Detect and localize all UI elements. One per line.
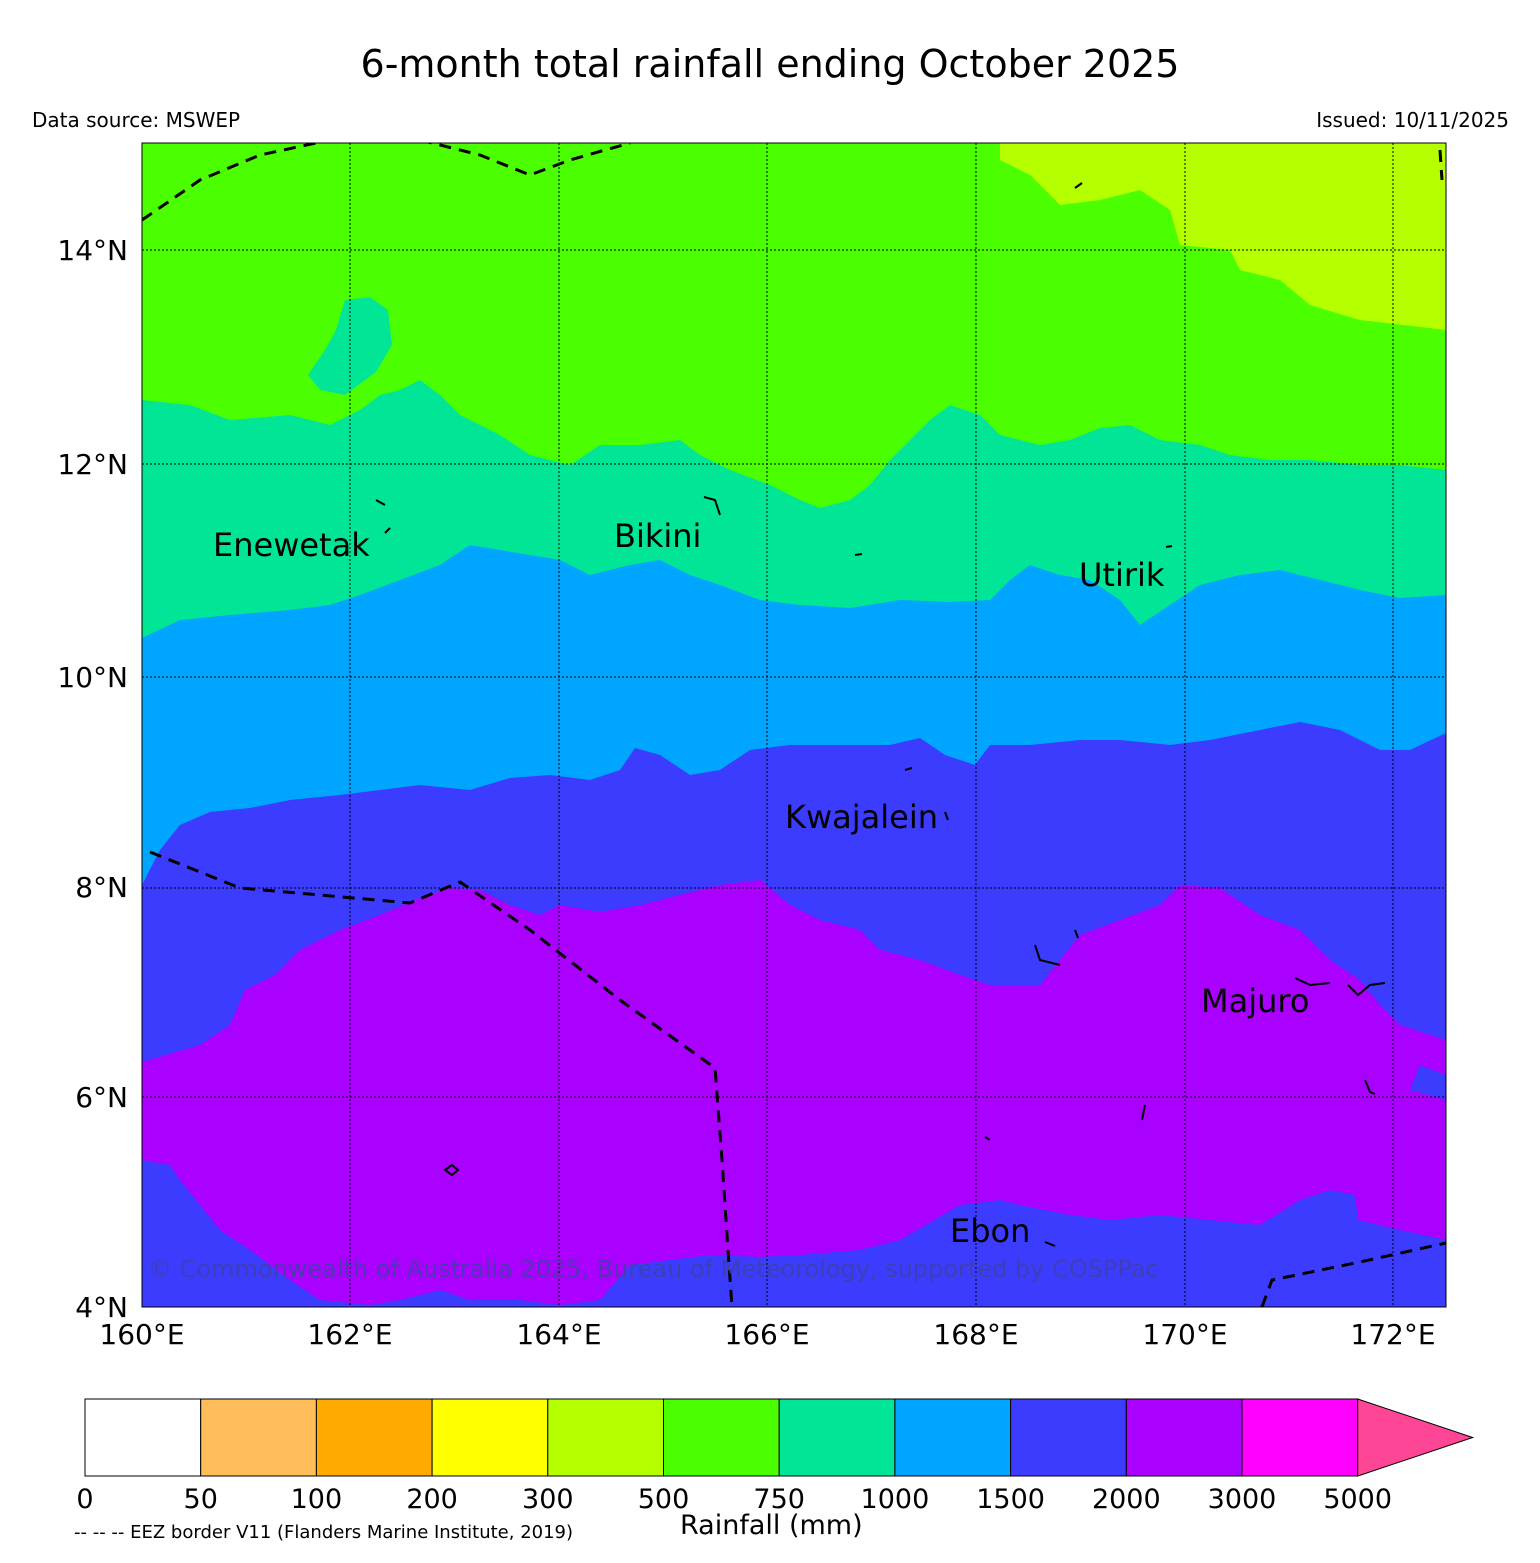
colorbar-extend-arrow	[1357, 1398, 1475, 1477]
colorbar-swatch	[200, 1398, 317, 1477]
issued-date-label: Issued: 10/11/2025	[1316, 108, 1509, 132]
lon-label: 160°E	[99, 1318, 184, 1351]
band-750-1000-north-patch	[308, 297, 392, 395]
islands	[375, 182, 1386, 1247]
colorbar-swatch	[547, 1398, 664, 1477]
lat-label: 12°N	[57, 448, 128, 481]
place-label-majuro: Majuro	[1201, 982, 1309, 1020]
data-source-label: Data source: MSWEP	[32, 108, 241, 132]
colorbar-tick-label: 300	[522, 1484, 574, 1515]
place-label-kwajalein: Kwajalein	[785, 798, 938, 836]
chart-title: 6-month total rainfall ending October 20…	[360, 42, 1180, 86]
lat-label: 4°N	[75, 1291, 128, 1324]
band-2000-3000	[142, 880, 1446, 1305]
lat-label: 8°N	[75, 871, 128, 904]
eez-border	[142, 143, 1446, 1307]
colorbar-tick-label: 100	[291, 1484, 343, 1515]
map-frame	[141, 142, 1447, 1308]
colorbar-tick-label: 50	[184, 1484, 218, 1515]
lon-label: 162°E	[307, 1318, 392, 1351]
lon-label: 170°E	[1142, 1318, 1227, 1351]
colorbar-swatch	[1241, 1398, 1359, 1477]
lat-label: 14°N	[57, 234, 128, 267]
legend-title: Rainfall (mm)	[680, 1510, 863, 1541]
place-label-utirik: Utirik	[1079, 556, 1165, 594]
lat-label: 6°N	[75, 1081, 128, 1114]
place-label-ebon: Ebon	[950, 1212, 1030, 1250]
colorbar-swatch	[778, 1398, 896, 1477]
colorbar-tick-label: 0	[76, 1484, 93, 1515]
lon-label: 168°E	[933, 1318, 1018, 1351]
lon-label: 166°E	[724, 1318, 809, 1351]
colorbar-swatch	[1125, 1398, 1243, 1477]
colorbar-tick-label: 200	[406, 1484, 458, 1515]
colorbar-tick-label: 500	[638, 1484, 690, 1515]
colorbar-tick-label: 5000	[1323, 1484, 1392, 1515]
colorbar-tick-label: 1500	[976, 1484, 1045, 1515]
copyright-watermark: © Commonwealth of Australia 2025, Bureau…	[148, 1255, 1159, 1283]
colorbar	[84, 1398, 1475, 1477]
eez-border-note: -- -- -- EEZ border V11 (Flanders Marine…	[74, 1522, 574, 1543]
colorbar-swatch	[1010, 1398, 1127, 1477]
map-grid	[142, 143, 1446, 1307]
colorbar-tick-label: 3000	[1208, 1484, 1277, 1515]
colorbar-swatch	[894, 1398, 1012, 1477]
colorbar-tick-labels: 0 50 100 200 300 500 750 1000 1500 2000 3000 5000	[76, 1484, 1392, 1515]
place-label-enewetak: Enewetak	[213, 526, 370, 564]
lon-label: 164°E	[516, 1318, 601, 1351]
colorbar-swatch	[431, 1398, 549, 1477]
lat-label: 10°N	[57, 661, 128, 694]
map-area: © Commonwealth of Australia 2025, Bureau…	[142, 143, 1446, 1307]
colorbar-swatch	[663, 1398, 780, 1477]
colorbar-swatch	[315, 1398, 433, 1477]
colorbar-tick-label: 750	[753, 1484, 805, 1515]
colorbar-tick-label: 2000	[1092, 1484, 1161, 1515]
lon-label: 172°E	[1350, 1318, 1435, 1351]
place-label-bikini: Bikini	[614, 517, 701, 555]
colorbar-swatch	[84, 1398, 202, 1477]
colorbar-tick-label: 1000	[861, 1484, 930, 1515]
